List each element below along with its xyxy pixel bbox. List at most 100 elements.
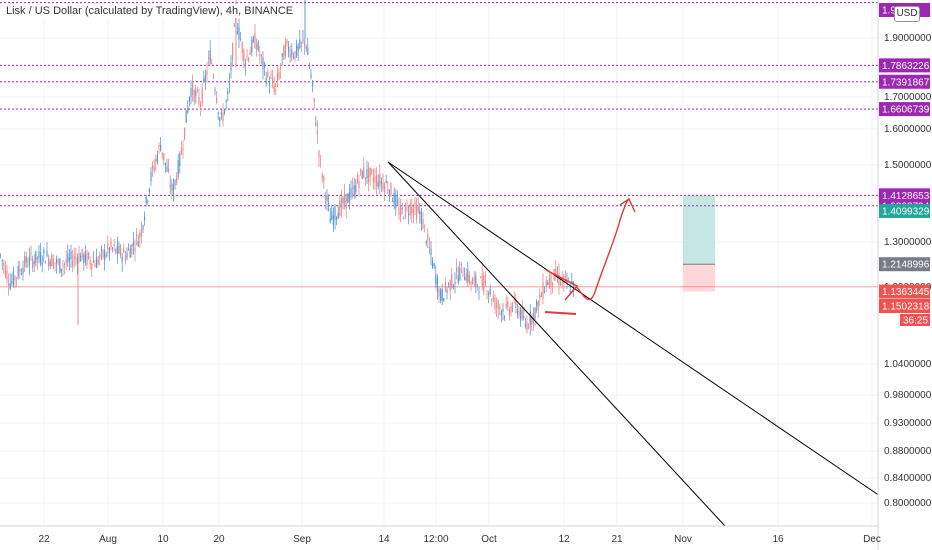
candle — [196, 87, 198, 93]
candle-body — [169, 185, 171, 187]
candle — [316, 120, 318, 144]
candle-body — [256, 44, 258, 50]
candle-body — [297, 46, 299, 51]
candle-body — [384, 184, 386, 193]
candle — [390, 182, 392, 197]
x-tick-label: 22 — [38, 534, 50, 545]
candle-body — [104, 250, 106, 261]
candle — [468, 271, 470, 286]
candle-body — [259, 54, 261, 56]
candle — [398, 197, 400, 220]
candle — [201, 83, 203, 107]
candle — [524, 317, 526, 329]
candle-body — [281, 53, 283, 57]
candle-body — [409, 204, 411, 216]
candle — [310, 69, 312, 80]
candle — [169, 175, 171, 194]
candle-body — [67, 253, 69, 263]
candle — [137, 234, 139, 247]
candle — [161, 152, 163, 160]
candle — [518, 305, 520, 319]
candle-body — [296, 44, 298, 57]
candle — [388, 189, 390, 202]
candle — [492, 290, 494, 303]
candle — [323, 174, 325, 189]
candle-body — [308, 65, 310, 68]
candle-body — [246, 56, 248, 58]
candle-body — [220, 112, 222, 115]
candle — [92, 251, 94, 264]
candle — [59, 257, 61, 274]
candle-body — [254, 32, 256, 49]
candle — [465, 267, 467, 284]
candle-body — [140, 228, 142, 237]
candle — [260, 53, 262, 65]
candle — [217, 111, 219, 121]
candle-body — [172, 184, 174, 196]
candle — [40, 242, 42, 267]
candle — [20, 268, 22, 276]
currency-button[interactable]: USD — [894, 6, 920, 22]
candle-body — [430, 248, 432, 256]
candle — [304, 39, 306, 56]
candle-body — [248, 57, 250, 61]
candle-body — [472, 279, 474, 285]
candle — [177, 153, 179, 180]
candle-body — [404, 203, 406, 217]
candle-body — [496, 305, 498, 307]
candle — [83, 252, 85, 271]
countdown-badge: 36:25 — [900, 314, 930, 327]
candle — [539, 288, 541, 307]
candle-body — [92, 260, 94, 263]
candle — [4, 260, 6, 279]
candle-body — [230, 62, 232, 71]
candle-body — [348, 191, 350, 203]
candle — [99, 252, 101, 266]
candle-body — [145, 195, 147, 203]
candle-body — [505, 303, 507, 308]
candle-body — [529, 311, 531, 326]
candle — [116, 236, 118, 264]
candle-body — [321, 174, 323, 179]
candle — [219, 116, 221, 127]
candle — [209, 40, 211, 65]
candle — [187, 100, 189, 114]
candle-body — [401, 207, 403, 210]
candle — [422, 211, 424, 230]
candle — [195, 85, 197, 104]
candle — [43, 247, 45, 262]
candle-body — [204, 75, 206, 82]
candle — [286, 38, 288, 47]
candle-body — [211, 62, 213, 64]
candle-body — [318, 150, 320, 158]
candle-body — [156, 155, 158, 163]
candle-body — [537, 301, 539, 311]
candle-body — [3, 262, 5, 266]
candle — [67, 244, 69, 267]
candle — [120, 243, 122, 259]
candle — [241, 40, 243, 61]
candle — [267, 68, 269, 79]
candle-body — [193, 89, 195, 102]
candle-body — [24, 255, 26, 267]
candle-body — [88, 252, 90, 259]
candle-body — [262, 57, 264, 70]
candle-body — [292, 56, 294, 58]
candle — [377, 174, 379, 190]
candle-body — [284, 42, 286, 56]
candle — [48, 254, 50, 271]
candle-body — [337, 212, 339, 219]
candle — [65, 250, 67, 270]
candle — [244, 58, 246, 76]
candle-body — [516, 309, 518, 315]
candle-body — [118, 246, 120, 254]
candles — [0, 7, 574, 336]
candle — [401, 203, 403, 215]
candle — [75, 247, 77, 266]
candle — [289, 45, 291, 63]
candle — [60, 268, 62, 278]
x-tick-label: 20 — [213, 534, 225, 545]
candle-body — [534, 308, 536, 320]
candle-body — [310, 74, 312, 78]
